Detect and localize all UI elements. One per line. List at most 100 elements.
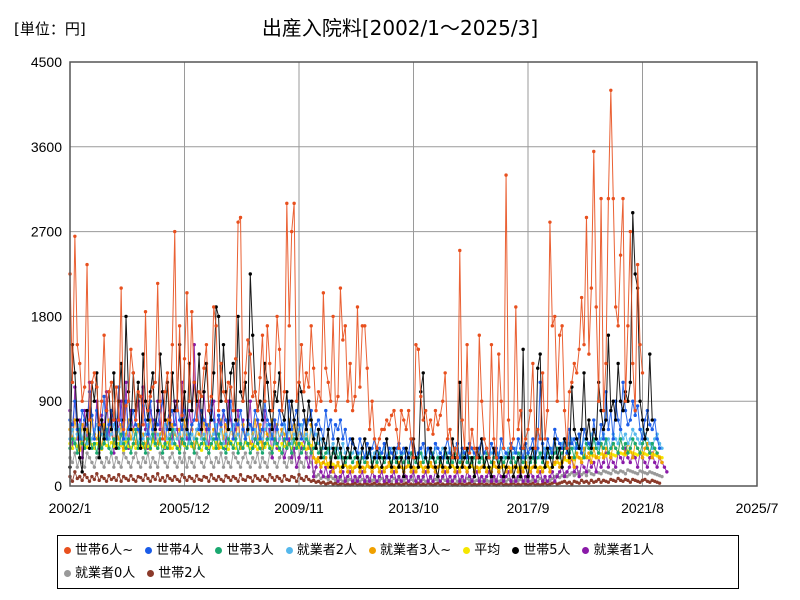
data-point — [82, 385, 87, 389]
data-point — [160, 390, 165, 394]
data-point — [611, 196, 615, 201]
data-point — [331, 314, 335, 319]
data-point — [224, 456, 228, 460]
data-point — [199, 448, 204, 452]
data-point — [78, 456, 82, 460]
data-point — [90, 380, 94, 385]
data-point — [453, 470, 457, 474]
data-point — [219, 451, 223, 455]
data-point — [540, 456, 545, 460]
data-point — [134, 441, 138, 446]
data-point — [165, 437, 170, 441]
data-point — [326, 427, 330, 432]
data-point — [119, 465, 123, 469]
data-point — [289, 399, 294, 403]
data-point — [635, 437, 640, 441]
data-point — [355, 456, 360, 460]
data-point — [236, 423, 240, 427]
data-point — [521, 456, 525, 460]
data-point — [248, 399, 252, 403]
data-point — [545, 446, 550, 451]
data-point — [475, 456, 479, 460]
data-point — [141, 437, 145, 441]
data-point — [326, 465, 330, 469]
data-point — [433, 465, 438, 469]
data-point — [584, 456, 589, 460]
data-point — [282, 456, 287, 460]
data-point — [514, 479, 518, 483]
data-point — [268, 472, 272, 477]
data-point — [104, 479, 109, 483]
data-point — [404, 446, 408, 451]
data-point — [180, 427, 184, 432]
y-tick-label: 4500 — [31, 54, 62, 70]
data-point — [85, 451, 89, 455]
data-point — [348, 465, 352, 469]
data-point — [596, 441, 601, 446]
data-point — [543, 465, 547, 469]
data-point — [377, 437, 382, 441]
data-point — [121, 437, 126, 441]
data-point — [553, 437, 557, 441]
data-point — [358, 437, 362, 441]
data-point — [577, 474, 581, 479]
data-point — [536, 446, 540, 451]
data-point — [95, 456, 99, 460]
data-point — [582, 465, 586, 469]
data-point — [187, 441, 192, 446]
data-point — [421, 474, 425, 479]
data-point — [594, 446, 598, 451]
data-point — [516, 456, 520, 460]
data-point — [548, 474, 552, 479]
data-point — [536, 474, 540, 479]
data-point — [528, 456, 533, 460]
data-point — [229, 441, 233, 446]
data-point — [78, 446, 82, 451]
data-point — [175, 437, 179, 441]
data-point — [448, 465, 452, 469]
data-point — [168, 418, 172, 422]
data-point — [85, 408, 89, 413]
data-point — [170, 451, 175, 455]
data-point — [350, 437, 355, 441]
data-point — [523, 465, 528, 469]
data-point — [202, 465, 206, 469]
data-point — [202, 432, 206, 436]
data-point — [657, 481, 662, 485]
data-point — [131, 456, 136, 460]
data-point — [175, 408, 179, 413]
data-point — [285, 465, 289, 469]
data-point — [231, 474, 235, 479]
data-point — [233, 476, 238, 481]
data-point — [433, 441, 438, 446]
data-point — [616, 441, 620, 446]
data-point — [319, 427, 323, 432]
data-point — [346, 399, 350, 403]
data-point — [367, 427, 372, 432]
data-point — [314, 460, 318, 465]
data-point — [633, 272, 637, 276]
data-point — [163, 441, 167, 446]
data-point — [614, 437, 618, 441]
data-point — [640, 456, 645, 460]
data-point — [112, 418, 116, 422]
y-tick-label: 900 — [39, 393, 63, 409]
data-point — [377, 470, 382, 474]
data-point — [363, 460, 367, 465]
data-point — [450, 479, 455, 483]
data-point — [95, 385, 99, 389]
data-point — [414, 479, 418, 483]
data-point — [575, 472, 579, 476]
data-point — [199, 394, 204, 399]
data-point — [307, 477, 311, 482]
data-point — [445, 470, 450, 474]
data-point — [504, 465, 508, 469]
data-point — [236, 441, 240, 446]
data-point — [414, 470, 418, 474]
data-point — [221, 441, 226, 446]
data-point — [570, 441, 574, 446]
data-point — [545, 460, 550, 465]
data-point — [258, 465, 262, 469]
data-point — [129, 427, 133, 432]
data-point — [241, 456, 245, 460]
